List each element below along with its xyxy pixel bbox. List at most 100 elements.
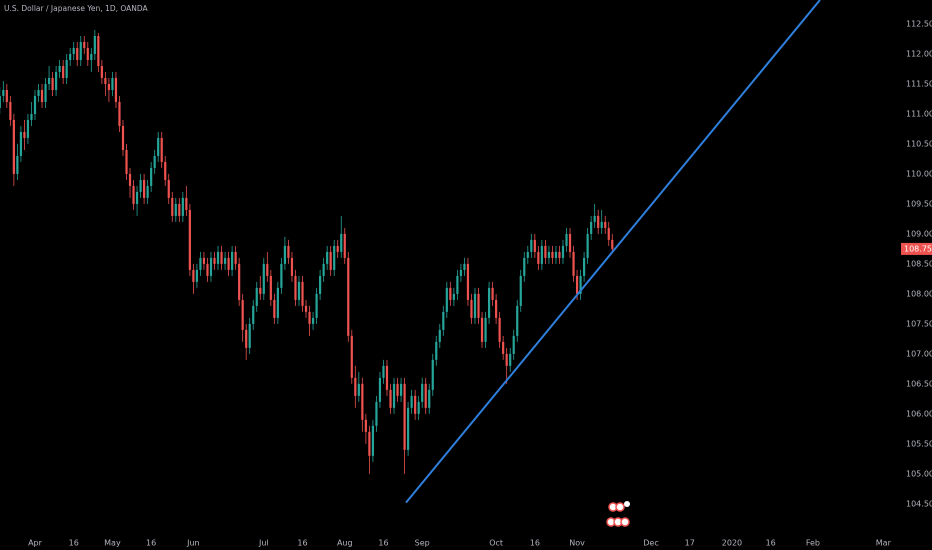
candle-body <box>375 401 378 426</box>
candle-body <box>544 245 547 258</box>
candle-body <box>16 155 19 174</box>
candle-body <box>526 251 529 258</box>
y-tick-label: 107.000 <box>906 349 932 358</box>
candle-body <box>357 383 360 396</box>
candle-body <box>505 353 508 366</box>
candle-body <box>185 197 188 210</box>
candle-body <box>333 245 336 270</box>
candle-body <box>399 383 403 396</box>
candle-body <box>308 311 311 324</box>
x-tick-label: 17 <box>685 539 695 548</box>
candle-body <box>266 263 269 276</box>
y-tick-label: 105.000 <box>906 469 932 478</box>
candle-body <box>143 179 146 198</box>
candle-body <box>55 71 58 90</box>
y-tick-label: 106.000 <box>906 409 932 418</box>
candle-body <box>417 401 420 414</box>
candle-body <box>495 299 498 318</box>
candle-body <box>223 257 227 264</box>
x-tick-label: 16 <box>530 539 540 548</box>
candle-body <box>371 425 375 456</box>
candle-body <box>30 113 33 120</box>
candle-body <box>477 293 480 318</box>
candle-body <box>135 191 139 204</box>
candle-body <box>12 119 15 174</box>
candle-body <box>107 83 111 90</box>
candle-body <box>157 137 160 156</box>
candle-body <box>76 47 79 60</box>
y-tick-label: 111.000 <box>906 109 932 118</box>
y-tick-label: 112.000 <box>906 49 932 58</box>
candle-body <box>484 317 487 342</box>
candle-body <box>128 173 132 186</box>
candle-body <box>583 257 586 276</box>
candle-body <box>343 233 346 258</box>
candle-body <box>431 359 434 390</box>
candle-body <box>350 335 353 378</box>
x-tick-label: 16 <box>146 539 156 548</box>
candle-body <box>220 251 223 264</box>
event-icon[interactable] <box>615 502 625 512</box>
y-tick-label: 110.500 <box>906 139 932 148</box>
candle-body <box>421 383 424 402</box>
candle-body <box>290 257 294 276</box>
candle-body <box>259 287 262 294</box>
candle-body <box>537 251 540 264</box>
candle-body <box>283 245 287 264</box>
candle-body <box>209 257 213 276</box>
candle-body <box>319 275 322 294</box>
trend-line <box>405 0 821 504</box>
candle-body <box>414 395 417 414</box>
candle-body <box>234 251 237 264</box>
x-tick-label: 16 <box>378 539 388 548</box>
x-tick-label: 2020 <box>722 539 742 548</box>
candle-body <box>0 95 1 108</box>
candle-body <box>100 65 103 78</box>
candle-body <box>590 221 593 234</box>
event-icon[interactable] <box>620 517 630 527</box>
event-icon[interactable] <box>624 501 630 507</box>
candle-body <box>132 185 135 204</box>
candle-body <box>213 257 216 264</box>
x-tick-label: Aug <box>337 539 353 548</box>
candle-body <box>459 269 463 276</box>
candle-body <box>340 233 343 252</box>
candle-body <box>428 389 431 408</box>
candle-body <box>287 245 290 258</box>
candle-body <box>304 305 308 312</box>
candle-body <box>150 167 153 186</box>
y-tick-label: 109.000 <box>906 229 932 238</box>
candle-body <box>572 251 575 276</box>
candle-body <box>470 299 473 318</box>
candle-body <box>491 287 494 300</box>
candle-body <box>164 161 167 180</box>
candle-body <box>361 383 364 420</box>
candle-body <box>280 263 283 288</box>
candle-body <box>509 353 512 366</box>
candle-body <box>396 383 399 396</box>
plot-area <box>0 0 821 504</box>
candle-body <box>90 53 93 60</box>
candle-body <box>93 35 96 54</box>
candle-body <box>354 377 357 396</box>
candle-body <box>347 257 350 336</box>
candle-body <box>607 227 610 240</box>
candle-body <box>241 299 244 330</box>
candle-body <box>382 365 385 378</box>
candle-body <box>403 383 406 450</box>
candle-body <box>593 215 596 222</box>
candle-body <box>561 245 565 258</box>
last-price-box <box>901 242 932 255</box>
candle-body <box>597 215 600 228</box>
candle-body <box>227 257 230 270</box>
candle-body <box>512 335 515 354</box>
candle-body <box>410 395 413 408</box>
x-tick-label: Dec <box>643 539 658 548</box>
candle-body <box>519 275 522 306</box>
candle-body <box>97 35 100 66</box>
candle-body <box>315 293 318 318</box>
candle-body <box>19 131 23 156</box>
candle-body <box>178 203 181 216</box>
x-tick-label: Mar <box>876 539 892 548</box>
